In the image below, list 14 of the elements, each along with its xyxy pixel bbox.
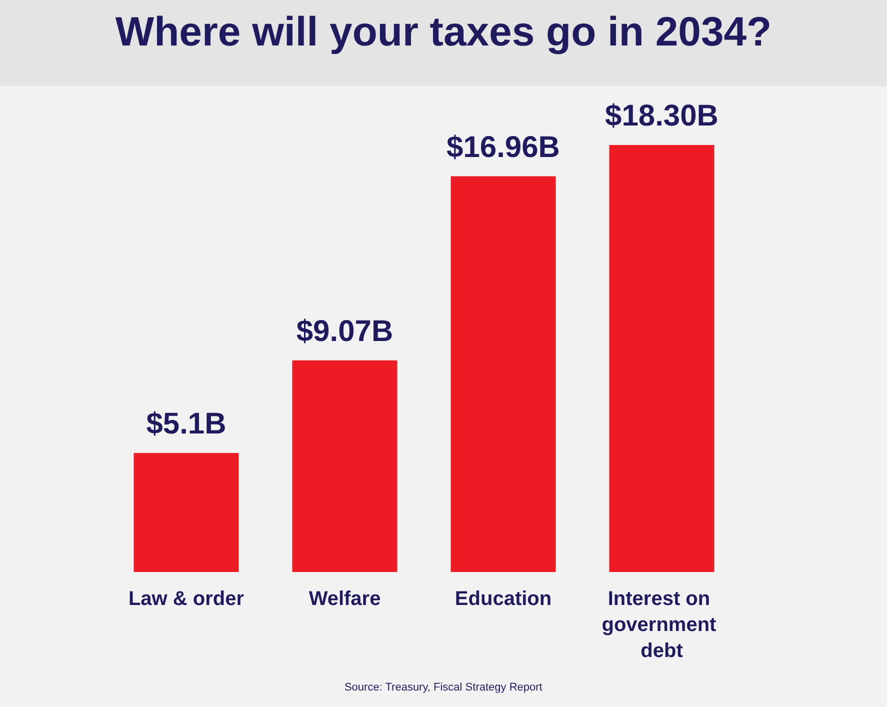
bar bbox=[134, 453, 239, 572]
x-tick-label: Law & order bbox=[128, 588, 244, 610]
chart-title: Where will your taxes go in 2034? bbox=[115, 8, 772, 54]
x-tick-label: Interest on government debt bbox=[602, 588, 722, 662]
x-tick-label: Welfare bbox=[308, 588, 381, 610]
source-note: Source: Treasury, Fiscal Strategy Report bbox=[344, 682, 542, 694]
x-tick-label: Education bbox=[454, 588, 552, 610]
bar bbox=[292, 360, 398, 572]
bar bbox=[609, 145, 714, 572]
data-label: $18.30B bbox=[605, 100, 718, 132]
data-label: $5.1B bbox=[146, 408, 226, 440]
data-label: $9.07B bbox=[296, 314, 394, 348]
data-label: $16.96B bbox=[446, 130, 560, 164]
bar bbox=[450, 176, 556, 572]
